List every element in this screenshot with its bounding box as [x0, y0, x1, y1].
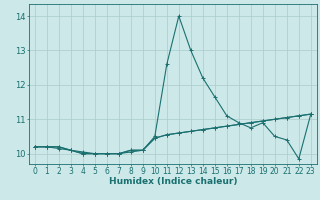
X-axis label: Humidex (Indice chaleur): Humidex (Indice chaleur): [108, 177, 237, 186]
